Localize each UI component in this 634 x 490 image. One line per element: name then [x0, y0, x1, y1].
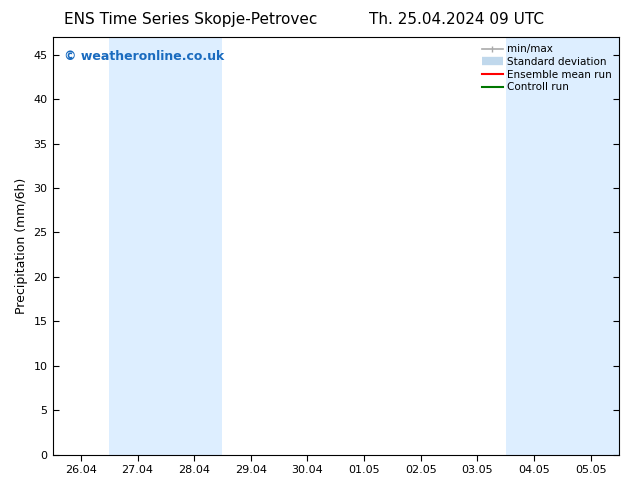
Bar	[506, 37, 562, 455]
Legend: min/max, Standard deviation, Ensemble mean run, Controll run: min/max, Standard deviation, Ensemble me…	[480, 42, 614, 94]
Bar	[109, 37, 166, 455]
Text: Th. 25.04.2024 09 UTC: Th. 25.04.2024 09 UTC	[369, 12, 544, 27]
Y-axis label: Precipitation (mm/6h): Precipitation (mm/6h)	[15, 178, 28, 314]
Bar	[166, 37, 223, 455]
Bar	[562, 37, 619, 455]
Text: ENS Time Series Skopje-Petrovec: ENS Time Series Skopje-Petrovec	[63, 12, 317, 27]
Text: © weatheronline.co.uk: © weatheronline.co.uk	[64, 49, 224, 63]
